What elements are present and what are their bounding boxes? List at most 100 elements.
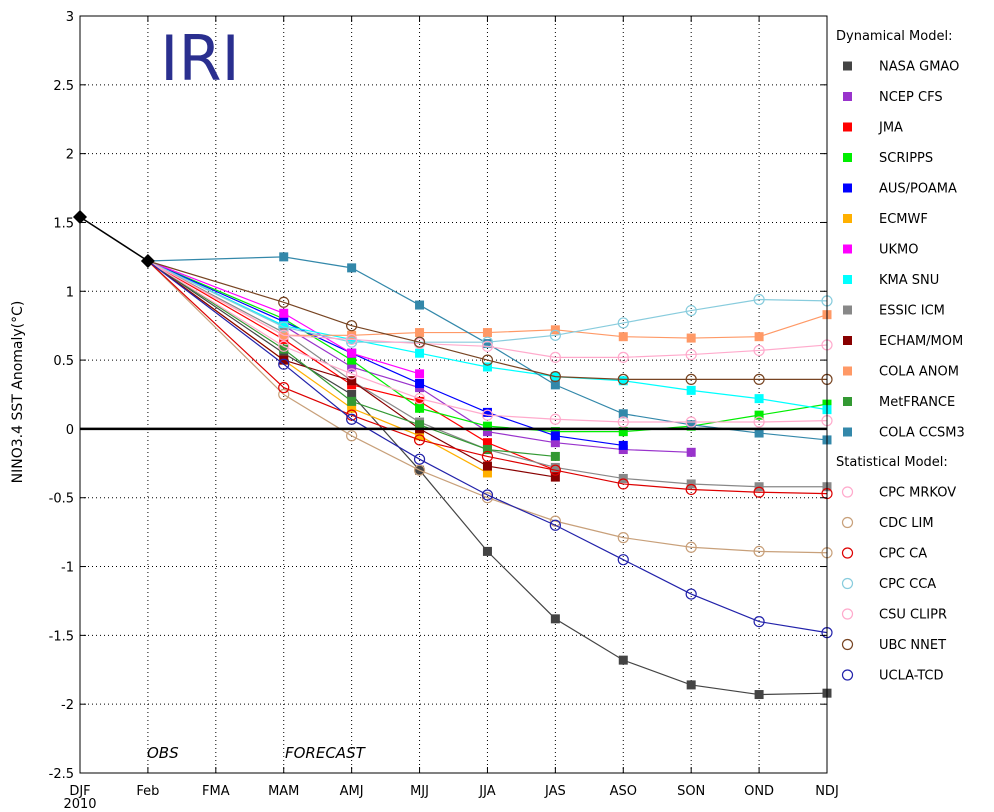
legend-label: JMA <box>878 121 903 136</box>
data-point <box>549 519 561 531</box>
data-point <box>415 369 425 379</box>
data-point <box>347 362 357 372</box>
x-tick-label: FMA <box>202 784 230 799</box>
data-point <box>617 373 629 385</box>
data-point <box>481 450 494 463</box>
series-line <box>147 260 828 339</box>
series-line <box>147 260 827 380</box>
data-point <box>617 554 629 566</box>
data-point <box>278 358 290 370</box>
data-point <box>549 413 561 425</box>
legend-marker <box>841 516 854 529</box>
data-point <box>346 368 358 380</box>
legend-entry-nasa-gmao: NASA GMAO <box>843 60 959 75</box>
data-point <box>482 461 492 471</box>
data-point <box>347 355 357 365</box>
data-point <box>549 464 561 476</box>
data-point <box>279 308 289 318</box>
data-point <box>482 362 492 372</box>
legend-label: KMA SNU <box>879 273 939 288</box>
x-tick-label: Feb <box>136 784 159 799</box>
legend-entry-ecmwf: ECMWF <box>843 212 928 227</box>
legend-label: CPC CA <box>879 547 927 562</box>
data-point <box>482 407 492 417</box>
data-point <box>482 421 492 431</box>
data-point <box>550 462 560 472</box>
data-point <box>413 434 426 446</box>
forecast-label: FORECAST <box>285 744 367 762</box>
data-point <box>754 690 764 700</box>
data-point <box>618 655 628 665</box>
legend-marker <box>843 153 852 162</box>
legend-label: UBC NNET <box>879 638 946 653</box>
data-point <box>346 333 358 346</box>
legend-marker <box>843 275 852 284</box>
legend-marker <box>841 608 854 620</box>
series-line <box>147 260 692 453</box>
data-point <box>618 427 628 437</box>
data-point <box>413 453 426 465</box>
legend-label: ESSIC ICM <box>879 304 945 319</box>
data-point <box>279 355 289 365</box>
legend-marker <box>843 92 852 101</box>
data-point <box>685 373 697 385</box>
data-point <box>550 451 560 461</box>
series-line <box>147 260 556 458</box>
data-point <box>482 339 492 349</box>
data-point <box>278 329 290 341</box>
series-layer <box>73 209 833 700</box>
legend-entry-csu-clipr: CSU CLIPR <box>841 608 947 623</box>
axes: -2.5 -2 -1.5 -1 -0.5 0 0.5 1 1.5 2 2.5 3 DJF Feb FMA MA… <box>49 10 839 799</box>
y-tick-label: -2.5 <box>49 767 74 782</box>
y-tick-label: 0.5 <box>53 354 74 369</box>
legend-entry-metfrance: MetFRANCE <box>843 395 955 410</box>
legend-label: SCRIPPS <box>879 151 933 166</box>
legend-marker <box>841 547 854 559</box>
x-tick-label: JAS <box>544 784 566 799</box>
legend-header-dynamical: Dynamical Model: <box>836 29 952 44</box>
x-tick-label: AMJ <box>340 784 364 799</box>
data-point <box>617 351 629 363</box>
data-point <box>482 468 492 478</box>
data-point <box>550 380 560 390</box>
data-point <box>481 354 494 366</box>
data-point <box>415 403 425 413</box>
legend-entry-ncep-cfs: NCEP CFS <box>843 90 943 105</box>
data-point <box>346 413 358 425</box>
y-tick-label: -1.5 <box>49 629 74 644</box>
legend-marker <box>843 122 852 132</box>
legend-entry-essic-icm: ESSIC ICM <box>843 304 945 319</box>
data-point <box>279 321 289 331</box>
data-point <box>415 378 425 388</box>
year-label: 2010 <box>63 797 96 812</box>
iri-logo: IRI <box>160 22 240 95</box>
data-point <box>415 420 425 430</box>
data-point <box>347 376 357 386</box>
data-point <box>617 532 629 544</box>
data-point <box>618 376 628 386</box>
data-point <box>686 420 696 430</box>
legend-entry-cdc-lim: CDC LIM <box>841 516 934 531</box>
legend-label: CSU CLIPR <box>879 608 947 623</box>
legend-marker <box>841 486 854 498</box>
data-point <box>686 447 696 457</box>
legend-label: NCEP CFS <box>879 90 943 105</box>
data-point <box>753 486 765 498</box>
data-point <box>617 317 629 329</box>
data-point <box>481 489 494 501</box>
data-point <box>482 328 492 338</box>
data-point <box>347 330 357 340</box>
legend-entry-echam-mom: ECHAM/MOM <box>843 334 963 349</box>
y-tick-label: 1.5 <box>53 216 74 231</box>
data-point <box>753 545 765 558</box>
data-point <box>415 431 425 441</box>
data-point <box>278 388 290 401</box>
data-point <box>686 385 696 395</box>
y-tick-label: 0 <box>66 423 74 438</box>
legend-entry-cola-anom: COLA ANOM <box>843 365 959 380</box>
data-point <box>415 328 425 338</box>
data-point <box>413 393 426 405</box>
observed-line <box>79 216 149 262</box>
legend-entry-cpc-ca: CPC CA <box>841 547 927 562</box>
y-tick-label: 3 <box>66 10 74 25</box>
